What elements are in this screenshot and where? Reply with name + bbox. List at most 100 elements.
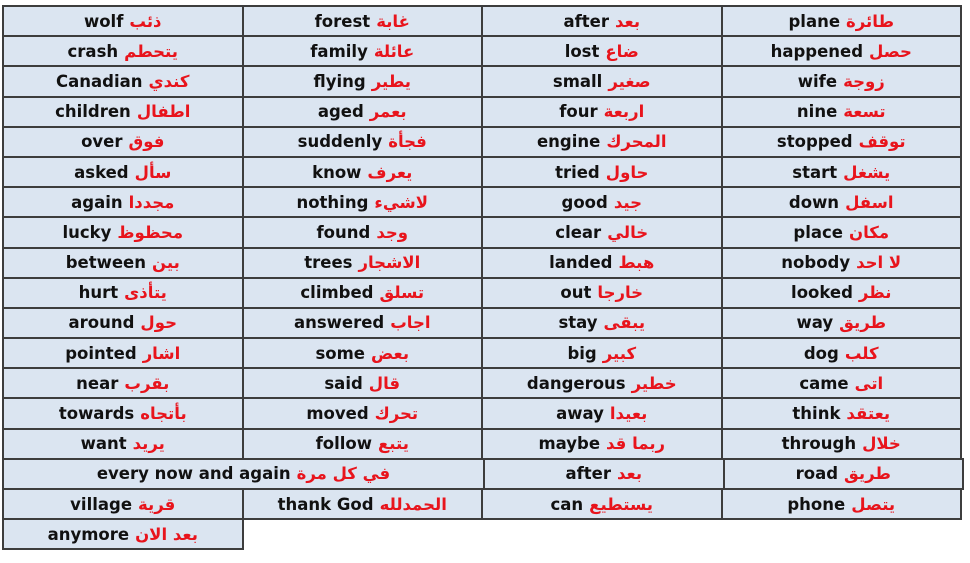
vocab-cell: out خارجا: [481, 276, 723, 309]
vocab-cell: family عائلة: [241, 35, 483, 68]
table-row: crash يتحطم family عائلة lost ضاع happened حصل: [2, 35, 968, 68]
arabic-translation: اربعة: [603, 102, 645, 122]
vocab-cell: climbed تسلق: [241, 276, 483, 309]
vocab-cell: answered اجاب: [241, 306, 483, 340]
english-word: tried: [555, 162, 600, 182]
english-word: start: [792, 162, 838, 182]
arabic-translation: فوق: [128, 132, 165, 152]
vocab-cell: around حول: [2, 306, 244, 340]
arabic-translation: تسعة: [843, 102, 886, 122]
arabic-translation: بعد الان: [135, 524, 198, 544]
english-word: over: [81, 132, 123, 152]
arabic-translation: بعد: [616, 464, 643, 484]
table-row: hurt يتأذى climbed تسلق out خارجا looked نظر: [2, 276, 968, 309]
english-word: after: [563, 11, 609, 31]
vocab-cell: children اطفال: [2, 95, 244, 128]
english-word: thank God: [277, 494, 374, 514]
english-word: through: [781, 434, 857, 454]
arabic-translation: في كل مرة: [296, 464, 391, 484]
vocab-cell: dangerous خطير: [481, 367, 723, 400]
vocab-cell: pointed اشار: [2, 337, 244, 370]
english-word: big: [567, 343, 597, 363]
arabic-translation: خالي: [607, 222, 649, 242]
arabic-translation: بين: [151, 253, 180, 273]
english-word: moved: [306, 404, 369, 424]
english-word: lost: [564, 41, 600, 61]
arabic-translation: بعيدا: [609, 404, 648, 424]
arabic-translation: يستطيع: [589, 494, 653, 514]
vocab-cell: happened حصل: [720, 35, 962, 68]
table-row: asked سأل know يعرف tried حاول start يشغل: [2, 155, 968, 189]
english-word: way: [796, 313, 834, 333]
english-word: every now and again: [96, 464, 291, 484]
english-word: found: [316, 222, 371, 242]
vocab-cell: village قرية: [2, 488, 244, 521]
english-word: again: [71, 192, 123, 212]
english-word: think: [792, 404, 841, 424]
english-word: landed: [549, 253, 613, 273]
english-word: four: [559, 102, 598, 122]
english-word: aged: [317, 102, 364, 122]
english-word: nine: [796, 102, 838, 122]
english-word: road: [795, 464, 839, 484]
english-word: away: [556, 404, 604, 424]
vocab-cell: found وجد: [241, 216, 483, 249]
arabic-translation: يبقى: [603, 313, 646, 333]
table-row: children اطفال aged بعمر four اربعة nine تسعة: [2, 95, 968, 128]
vocab-cell: know يعرف: [241, 155, 483, 189]
english-word: phone: [787, 494, 846, 514]
vocab-cell: moved تحرك: [241, 397, 483, 430]
arabic-translation: يطير: [371, 71, 411, 91]
english-word: stopped: [776, 132, 853, 152]
vocab-cell: wife زوجة: [720, 65, 962, 98]
arabic-translation: خارجا: [597, 283, 644, 303]
arabic-translation: اجاب: [390, 313, 431, 333]
vocab-cell: start يشغل: [720, 155, 962, 189]
english-word: flying: [313, 71, 366, 91]
english-word: maybe: [538, 434, 601, 454]
arabic-translation: بقرب: [124, 373, 170, 393]
vocab-cell: good جيد: [481, 186, 723, 219]
arabic-translation: بعمر: [369, 102, 407, 122]
arabic-translation: الاشجار: [358, 253, 421, 273]
vocab-cell: every now and again في كل مرة: [2, 457, 485, 490]
vocab-cell: some بعض: [241, 337, 483, 370]
vocab-cell: big كبير: [481, 337, 723, 370]
english-word: anymore: [47, 524, 130, 544]
arabic-translation: نظر: [858, 283, 892, 303]
english-word: family: [310, 41, 368, 61]
arabic-translation: يتأذى: [124, 283, 167, 303]
table-row: again مجددا nothing لاشيء good جيد down اسفل: [2, 186, 968, 219]
table-row: towards بأتجاه moved تحرك away بعيدا think يعتق…: [2, 397, 968, 430]
table-row: over فوق suddenly فجأة engine المحرك stopped تو…: [2, 125, 968, 158]
english-word: Canadian: [56, 71, 143, 91]
vocab-cell: maybe ربما قد: [481, 427, 723, 460]
vocab-cell: down اسفل: [720, 186, 962, 219]
table-row: around حول answered اجاب stay يبقى way طريق: [2, 306, 968, 340]
english-word: small: [552, 71, 603, 91]
table-row: want يريد follow يتبع maybe ربما قد through خلا…: [2, 427, 968, 460]
english-word: down: [788, 192, 840, 212]
vocab-cell: phone يتصل: [720, 488, 962, 521]
table-row: pointed اشار some بعض big كبير dog كلب: [2, 337, 968, 370]
arabic-translation: مكان: [848, 222, 890, 242]
vocab-cell: trees الاشجار: [241, 246, 483, 279]
vocab-cell: lucky محظوظ: [2, 216, 244, 249]
vocab-cell: way طريق: [720, 306, 962, 340]
arabic-translation: بأتجاه: [140, 404, 187, 424]
vocab-cell: Canadian كندي: [2, 65, 244, 98]
arabic-translation: فجأة: [388, 132, 427, 152]
english-word: around: [68, 313, 135, 333]
arabic-translation: اطفال: [136, 102, 191, 122]
english-word: crash: [67, 41, 119, 61]
arabic-translation: اتى: [854, 373, 884, 393]
arabic-translation: ضاع: [605, 41, 639, 61]
vocab-cell: follow يتبع: [241, 427, 483, 460]
vocab-cell: suddenly فجأة: [241, 125, 483, 158]
arabic-translation: كلب: [844, 343, 879, 363]
vocab-cell: after بعد: [483, 457, 725, 490]
arabic-translation: مجددا: [128, 192, 175, 212]
english-word: between: [65, 253, 146, 273]
english-word: towards: [58, 404, 135, 424]
arabic-translation: خلال: [862, 434, 901, 454]
